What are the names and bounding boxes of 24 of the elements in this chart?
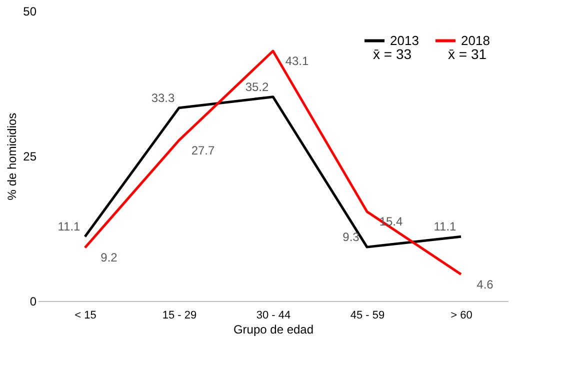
data-label: 43.1	[285, 54, 309, 68]
data-label: 9.2	[100, 250, 118, 265]
x-tick-label: 15 - 29	[162, 310, 197, 322]
y-axis-title: % de homicidios	[5, 112, 20, 200]
data-label: 4.6	[476, 277, 494, 292]
x-tick-label: < 15	[74, 310, 96, 322]
data-label: 35.2	[245, 80, 269, 94]
data-label: 27.7	[191, 143, 215, 158]
y-tick-label: 50	[23, 4, 37, 18]
x-tick-label: 45 - 59	[350, 310, 385, 322]
y-tick-label: 0	[30, 294, 37, 308]
line-series	[84, 96, 462, 248]
x-axis-title: Grupo de edad	[233, 322, 314, 336]
annotation: x̄ = 31	[448, 46, 487, 62]
legend-label: 2018	[461, 32, 490, 48]
y-tick-label: 25	[23, 150, 37, 164]
data-label: 33.3	[151, 90, 175, 105]
legend-label: 2013	[390, 32, 419, 48]
data-label: 9.3	[342, 230, 360, 244]
annotation: x̄ = 33	[373, 46, 412, 62]
x-tick-label: 30 - 44	[256, 310, 291, 322]
x-tick-label: > 60	[450, 310, 472, 322]
data-label: 11.1	[434, 220, 457, 234]
data-label: 11.1	[58, 220, 81, 234]
